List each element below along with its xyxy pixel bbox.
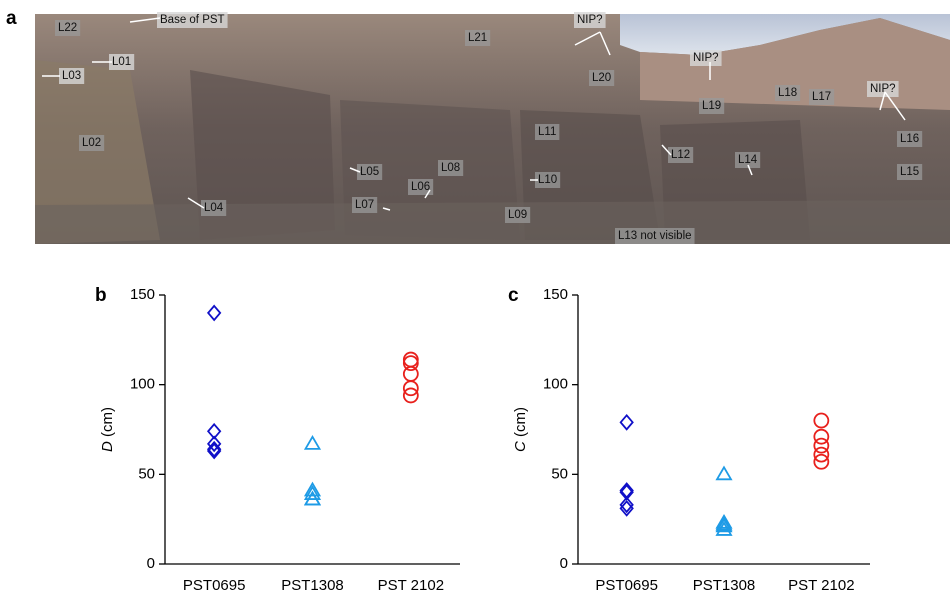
photo-label: L17 [812, 91, 831, 103]
charts: b 0 50 100 150 D (cm) PST0695 PST1308 PST 2102 c 0… [95, 285, 870, 594]
photo-label: L03 [62, 70, 81, 82]
y-axis-label: C (cm) [512, 407, 529, 452]
y-tick-label: 150 [130, 286, 155, 303]
panel-letter: a [6, 8, 17, 29]
y-tick-label: 100 [543, 376, 568, 393]
photo-label: L01 [112, 56, 131, 68]
photo-label: NIP? [577, 14, 603, 26]
y-tick-label: 0 [560, 555, 568, 572]
photo-label: L06 [411, 181, 430, 193]
photo-label: L16 [900, 133, 919, 145]
y-label-unit: (cm) [99, 407, 116, 437]
photo-label: L18 [778, 87, 797, 99]
photo-label: L15 [900, 166, 919, 178]
photo-label: L09 [508, 209, 527, 221]
y-label-symbol: C [512, 441, 529, 452]
x-tick-label: PST0695 [595, 577, 658, 594]
photo-label: L19 [702, 100, 721, 112]
point [306, 437, 320, 449]
photo-base [35, 200, 950, 244]
y-tick-label: 0 [147, 555, 155, 572]
photo-label: L12 [671, 149, 690, 161]
photo-label: NIP? [870, 83, 896, 95]
point [404, 353, 418, 367]
photo-label: L10 [538, 174, 557, 186]
y-label-symbol: D [99, 441, 116, 452]
x-tick-label: PST1308 [693, 577, 756, 594]
y-tick-label: 50 [551, 465, 568, 482]
y-tick-label: 150 [543, 286, 568, 303]
photo-label: L08 [441, 162, 460, 174]
x-tick-label: PST 2102 [378, 577, 444, 594]
photo: a Base of PST L22 L01 L03 NIP? L21 L20 NIP? L19 L… [6, 8, 950, 244]
point [717, 467, 731, 479]
photo-label: NIP? [693, 52, 719, 64]
photo-label: L11 [538, 126, 556, 138]
photo-label: L02 [82, 137, 101, 149]
figure: a Base of PST L22 L01 L03 NIP? L21 L20 NIP? L19 L… [0, 0, 952, 604]
photo-label: L04 [204, 202, 224, 214]
point [208, 306, 220, 320]
photo-label: L13 not visible [618, 230, 692, 242]
x-tick-label: PST 2102 [788, 577, 854, 594]
photo-label: L05 [360, 166, 379, 178]
photo-label: L21 [468, 32, 487, 44]
x-tick-label: PST0695 [183, 577, 246, 594]
point [621, 415, 633, 429]
photo-label: L22 [58, 22, 77, 34]
y-tick-label: 100 [130, 376, 155, 393]
photo-label: L20 [592, 72, 611, 84]
point [814, 414, 828, 428]
y-axis-label: D (cm) [99, 407, 116, 452]
point [404, 367, 418, 381]
y-label-unit: (cm) [512, 407, 529, 437]
photo-label: L07 [355, 199, 374, 211]
x-tick-label: PST1308 [281, 577, 344, 594]
photo-label: L14 [738, 154, 758, 166]
panel-letter: b [95, 285, 107, 306]
photo-label: Base of PST [160, 14, 225, 26]
panel-letter: c [508, 285, 519, 306]
y-tick-label: 50 [138, 465, 155, 482]
